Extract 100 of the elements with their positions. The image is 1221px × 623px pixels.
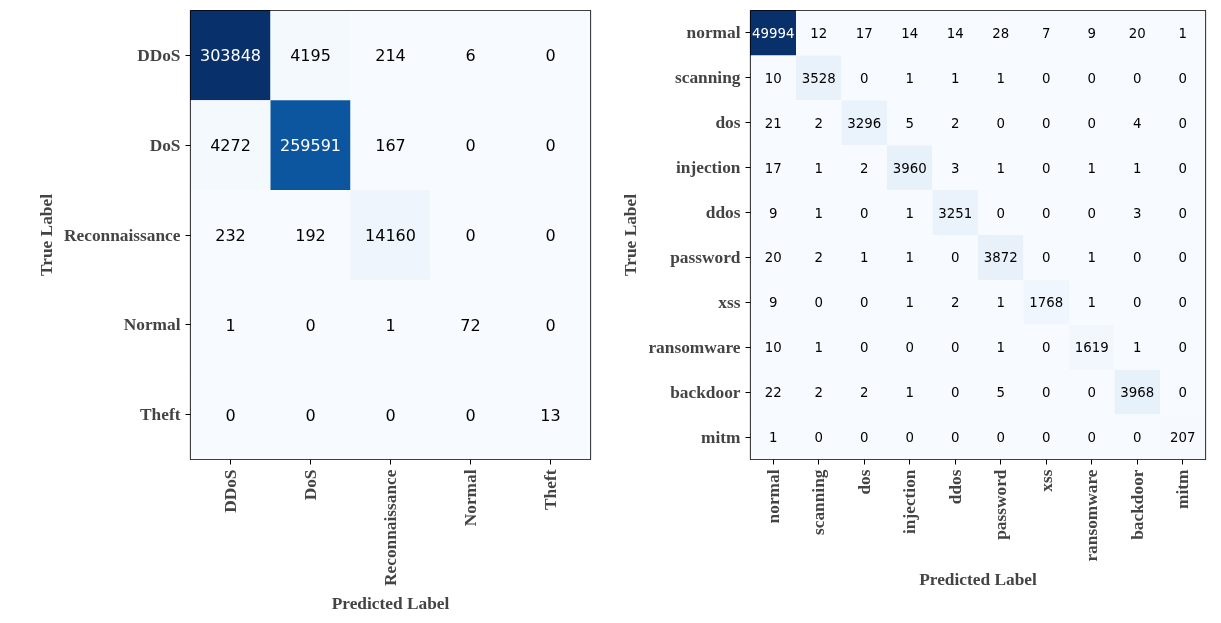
y-tick-label: password bbox=[670, 247, 741, 267]
data-label: 0 bbox=[905, 430, 914, 446]
data-label: 4272 bbox=[210, 136, 251, 156]
data-label: 1 bbox=[905, 295, 914, 311]
data-label: 4195 bbox=[290, 46, 331, 66]
x-tick-label: DoS bbox=[301, 469, 320, 501]
data-label: 9 bbox=[1087, 25, 1096, 41]
data-label: 3 bbox=[1133, 205, 1142, 221]
data-label: 12 bbox=[810, 25, 828, 41]
y-tick-label: DDoS bbox=[137, 45, 181, 65]
data-label: 0 bbox=[860, 340, 869, 356]
data-label: 0 bbox=[905, 340, 914, 356]
data-label: 0 bbox=[465, 226, 476, 245]
data-label: 0 bbox=[305, 405, 316, 425]
data-label: 1 bbox=[905, 385, 914, 401]
data-label: 0 bbox=[1133, 430, 1142, 446]
x-tick-label: Reconnaissance bbox=[381, 469, 400, 586]
data-label: 0 bbox=[225, 405, 236, 425]
data-label: 0 bbox=[1178, 160, 1187, 176]
x-tick-label: xss bbox=[1036, 469, 1056, 492]
data-label: 1 bbox=[814, 160, 823, 176]
data-label: 0 bbox=[814, 430, 823, 446]
x-tick-label: ransomware bbox=[1082, 469, 1102, 562]
data-label: 0 bbox=[1178, 70, 1187, 86]
data-label: 0 bbox=[1042, 385, 1051, 401]
y-tick-label: DoS bbox=[149, 135, 181, 155]
y-tick-label: injection bbox=[676, 158, 741, 178]
data-label: 0 bbox=[1133, 70, 1142, 86]
data-label: 2 bbox=[860, 385, 869, 401]
data-label: 1 bbox=[225, 315, 236, 335]
data-label: 1 bbox=[1087, 295, 1096, 311]
x-tick-label: normal bbox=[763, 469, 783, 524]
data-label: 22 bbox=[764, 385, 782, 401]
data-label: 0 bbox=[1042, 160, 1051, 176]
data-label: 0 bbox=[951, 385, 960, 401]
data-label: 0 bbox=[1042, 70, 1051, 86]
data-label: 3968 bbox=[1120, 385, 1155, 401]
data-label: 3296 bbox=[847, 115, 882, 131]
x-tick-label: dos bbox=[854, 469, 874, 495]
data-label: 2 bbox=[951, 115, 960, 131]
data-label: 5 bbox=[996, 385, 1005, 401]
data-label: 2 bbox=[951, 295, 960, 311]
data-label: 0 bbox=[545, 315, 556, 335]
data-label: 7 bbox=[1042, 25, 1051, 41]
x-tick-label: injection bbox=[900, 469, 920, 534]
data-label: 1 bbox=[996, 340, 1005, 356]
data-label: 1 bbox=[385, 315, 396, 335]
x-tick-label: ddos bbox=[945, 469, 965, 505]
data-label: 0 bbox=[951, 340, 960, 356]
data-label: 9 bbox=[769, 205, 778, 221]
data-label: 1 bbox=[814, 340, 823, 356]
data-label: 6 bbox=[465, 46, 476, 66]
x-tick-label: mitm bbox=[1173, 468, 1193, 509]
data-label: 0 bbox=[860, 430, 869, 446]
data-label: 0 bbox=[814, 295, 823, 311]
data-label: 0 bbox=[951, 250, 960, 266]
data-label: 14 bbox=[901, 25, 919, 41]
x-axis-title: Predicted Label bbox=[919, 569, 1037, 589]
y-tick-label: dos bbox=[715, 113, 741, 133]
data-label: 49994 bbox=[752, 25, 795, 41]
data-label: 1 bbox=[769, 430, 778, 446]
data-label: 0 bbox=[1042, 250, 1051, 266]
x-tick-label: DDoS bbox=[221, 469, 240, 513]
data-label: 1619 bbox=[1074, 340, 1109, 356]
data-label: 0 bbox=[996, 205, 1005, 221]
data-label: 0 bbox=[1178, 385, 1187, 401]
data-label: 1 bbox=[860, 250, 869, 266]
data-label: 72 bbox=[460, 315, 481, 335]
data-label: 167 bbox=[375, 136, 406, 156]
data-label: 0 bbox=[1087, 70, 1096, 86]
data-label: 3960 bbox=[892, 160, 927, 176]
data-label: 0 bbox=[996, 115, 1005, 131]
data-label: 0 bbox=[1042, 340, 1051, 356]
data-label: 0 bbox=[1133, 250, 1142, 266]
x-axis-title: Predicted Label bbox=[331, 593, 450, 613]
data-label: 0 bbox=[1178, 250, 1187, 266]
data-label: 3528 bbox=[801, 70, 836, 86]
data-label: 0 bbox=[1133, 295, 1142, 311]
data-label: 5 bbox=[905, 115, 914, 131]
data-label: 0 bbox=[545, 46, 556, 66]
y-tick-label: ransomware bbox=[648, 337, 741, 357]
x-tick-label: password bbox=[991, 469, 1011, 540]
data-label: 21 bbox=[764, 115, 782, 131]
data-label: 28 bbox=[992, 25, 1010, 41]
y-tick-label: normal bbox=[686, 23, 741, 43]
data-label: 214 bbox=[375, 46, 406, 66]
data-label: 1768 bbox=[1029, 295, 1064, 311]
data-label: 0 bbox=[545, 226, 556, 245]
data-label: 0 bbox=[1178, 115, 1187, 131]
data-label: 259591 bbox=[279, 136, 342, 156]
data-label: 0 bbox=[305, 315, 316, 335]
data-label: 1 bbox=[905, 205, 914, 221]
data-label: 0 bbox=[1178, 295, 1187, 311]
data-label: 1 bbox=[951, 70, 960, 86]
data-label: 0 bbox=[860, 70, 869, 86]
data-label: 0 bbox=[545, 136, 556, 156]
data-label: 1 bbox=[1133, 340, 1142, 356]
data-label: 2 bbox=[814, 115, 823, 131]
data-label: 3872 bbox=[983, 250, 1018, 266]
data-label: 0 bbox=[1042, 205, 1051, 221]
